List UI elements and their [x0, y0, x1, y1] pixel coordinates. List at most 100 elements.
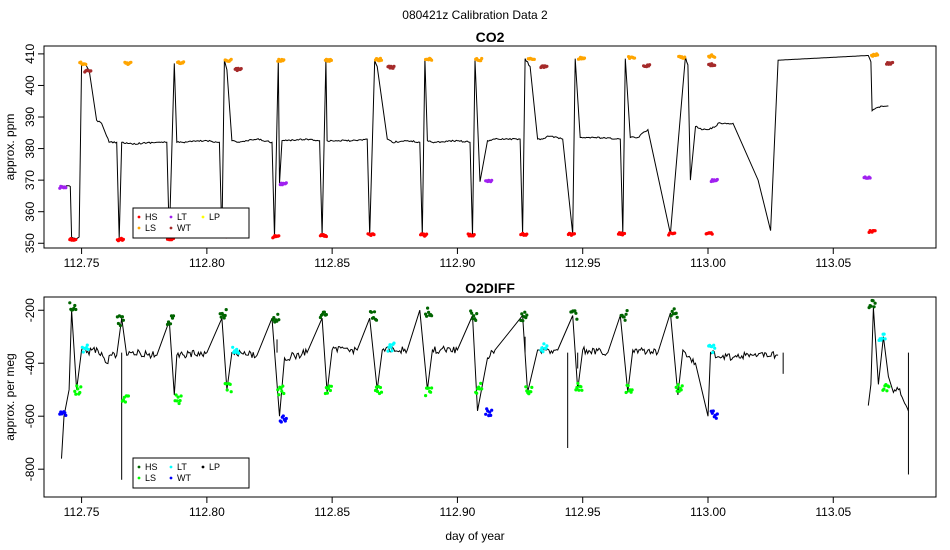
o2diff-point-ls: [480, 387, 484, 391]
co2-segment-wt: [83, 68, 93, 74]
co2-point-ls: [430, 58, 434, 62]
o2diff-point-ls: [74, 392, 78, 396]
o2diff-point-ls: [279, 386, 283, 390]
co2-x-tick-label: 112.75: [64, 256, 100, 270]
o2diff-point-ls: [228, 382, 232, 386]
o2diff-point-hs: [223, 313, 227, 318]
o2diff-point-wt: [388, 343, 392, 347]
o2diff-segment-ls: [624, 383, 634, 395]
o2diff-point-hs: [623, 318, 627, 322]
o2diff-segment-ls: [173, 393, 183, 406]
o2diff-point-ls: [429, 390, 433, 394]
co2-point-ls: [633, 56, 637, 60]
o2diff-point-hs: [625, 309, 629, 313]
o2diff-point-hs: [224, 308, 228, 312]
co2-legend-marker-ls: [137, 226, 141, 230]
o2diff-legend-marker-lt: [169, 465, 173, 469]
o2diff-segment-ls: [574, 381, 584, 392]
o2diff-point-ls: [674, 385, 678, 389]
o2diff-point-hs: [68, 301, 72, 305]
o2diff-trace-line-2: [867, 307, 909, 412]
co2-point-wt: [392, 64, 396, 68]
o2diff-point-wt: [86, 347, 90, 351]
o2diff-point-ls: [277, 393, 281, 397]
o2diff-segment-wt: [877, 332, 887, 342]
co2-segment-ls: [323, 57, 333, 63]
co2-segment-hs: [318, 233, 328, 239]
o2diff-point-wt: [713, 346, 717, 350]
co2-point-hs: [425, 232, 429, 236]
co2-segment-lt: [484, 178, 494, 184]
o2diff-segment-ls: [474, 381, 484, 395]
o2diff-point-wt: [711, 350, 715, 355]
co2-point-lt: [868, 176, 872, 180]
o2diff-point-hs: [426, 306, 430, 310]
o2diff-point-lt: [711, 409, 715, 413]
o2diff-point-lt: [283, 419, 287, 423]
co2-point-ls: [683, 55, 687, 59]
co2-point-ls: [480, 56, 484, 61]
o2diff-segment-hs: [68, 301, 78, 312]
o2diff-point-ls: [78, 390, 82, 395]
o2diff-y-tick-label: -400: [23, 351, 37, 375]
o2diff-panel: O2DIFF approx. per meg 112.75 112.80 112.8…: [3, 280, 937, 519]
co2-segment-ls: [424, 56, 434, 62]
co2-point-ls: [84, 62, 88, 66]
o2diff-y-tick-label: -600: [23, 404, 37, 428]
o2diff-point-wt: [540, 346, 544, 350]
o2diff-point-ls: [626, 384, 630, 388]
o2diff-point-hs: [121, 318, 125, 322]
o2diff-point-ls: [281, 384, 285, 388]
o2diff-point-lt: [64, 413, 68, 417]
o2diff-point-hs: [120, 315, 124, 319]
co2-segment-hs: [704, 231, 714, 236]
o2diff-segment-hs: [424, 306, 434, 318]
co2-point-ls: [182, 60, 186, 64]
o2diff-point-hs: [574, 311, 578, 315]
o2diff-point-ls: [575, 385, 579, 390]
o2diff-point-lt: [715, 412, 719, 416]
o2diff-legend-marker-lp: [201, 465, 205, 469]
o2diff-segment-hs: [569, 309, 579, 321]
co2-y-tick-label: 390: [23, 107, 37, 127]
o2diff-point-ls: [882, 387, 886, 391]
o2diff-plot-frame: [43, 296, 937, 498]
figure-title: 080421z Calibration Data 2: [402, 8, 548, 22]
co2-y-axis-label: approx. ppm: [3, 114, 17, 181]
co2-segment-lt: [278, 181, 288, 187]
o2diff-segment-wt: [80, 343, 90, 354]
o2diff-point-ls: [328, 388, 332, 393]
o2diff-segment-lt: [278, 414, 288, 424]
co2-segment-hs: [667, 231, 677, 237]
o2diff-point-hs: [425, 314, 429, 318]
co2-point-ls: [229, 57, 233, 62]
o2diff-point-hs: [474, 318, 478, 322]
o2diff-point-hs: [674, 311, 678, 315]
o2diff-point-ls: [123, 400, 127, 404]
o2diff-point-wt: [386, 349, 390, 353]
o2diff-point-ls: [630, 388, 634, 392]
o2diff-point-hs: [171, 314, 176, 318]
co2-segment-hs: [867, 229, 877, 234]
o2diff-point-hs: [277, 318, 281, 322]
co2-segment-ls: [176, 60, 186, 66]
o2diff-point-hs: [430, 314, 434, 318]
o2diff-segment-lt: [709, 409, 719, 420]
o2diff-segment-hs: [867, 298, 877, 310]
o2diff-point-hs: [272, 316, 276, 320]
o2diff-point-hs: [372, 310, 377, 314]
o2diff-point-ls: [75, 384, 79, 388]
o2diff-point-ls: [378, 385, 383, 390]
o2diff-legend-label-wt: WT: [177, 473, 191, 483]
o2diff-point-ls: [680, 384, 684, 388]
o2diff-point-hs: [524, 316, 528, 320]
co2-point-lt: [715, 177, 719, 182]
co2-x-tick-label: 112.85: [314, 256, 350, 270]
co2-segment-lt: [58, 184, 68, 190]
o2diff-point-ls: [126, 394, 130, 398]
o2diff-point-lt: [284, 416, 288, 421]
o2diff-point-lt: [488, 410, 492, 414]
o2diff-point-ls: [524, 385, 528, 389]
